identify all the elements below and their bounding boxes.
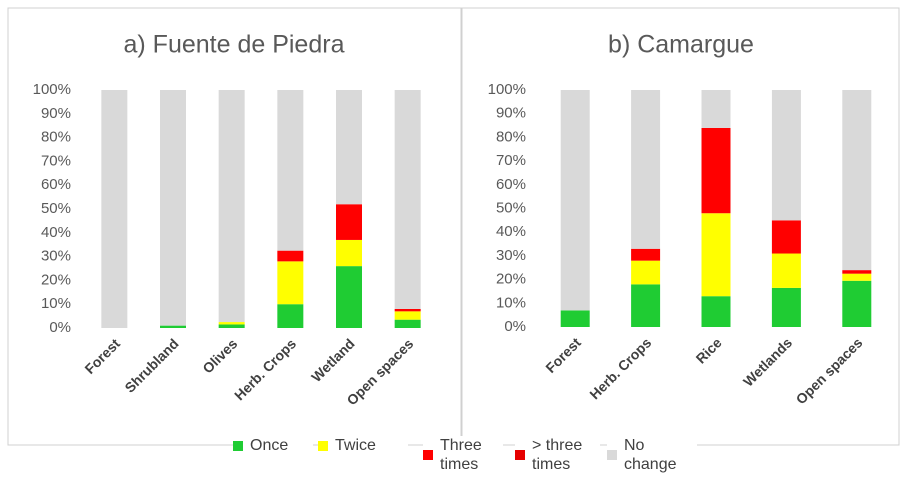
x-tick-label: Olives [199,335,240,376]
bar-segment [336,239,362,267]
y-tick-label: 40% [41,224,71,241]
bar-segment [631,248,661,261]
y-tick-label: 0% [504,318,526,335]
x-tick-label: Wetlands [740,334,795,389]
bar-segment [631,90,661,249]
y-tick-label: 70% [41,152,71,169]
legend-label: Three times [440,437,482,473]
legend-swatch [423,450,433,460]
y-tick-label: 10% [41,295,71,312]
chart-title: a) Fuente de Piedra [124,31,345,59]
bar-segment [842,270,872,274]
bar-segment [160,90,186,326]
legend-label: No change [624,437,677,473]
bar-segment [771,220,801,254]
y-tick-label: 40% [496,223,526,240]
x-tick-label: Rice [693,334,725,366]
bar-segment [218,90,245,323]
bar-segment [842,280,872,327]
bar-segment [277,304,304,328]
legend-swatch [515,450,525,460]
legend-swatch [607,450,617,460]
bar-segment [277,90,304,251]
legend-item: Twice [318,436,408,455]
bar-segment [560,90,590,311]
y-tick-label: 80% [41,129,71,146]
y-tick-label: 90% [41,105,71,122]
x-tick-label: Forest [542,334,584,376]
x-tick-label: Herb. Crops [231,335,299,403]
bar-segment [394,311,421,320]
x-tick-label: Herb. Crops [586,334,654,402]
bar-segment [771,90,801,221]
bar-segment [394,319,421,328]
legend-item: > three times [515,436,600,474]
bar-segment [336,204,362,240]
bar-segment [560,310,590,327]
legend-item: Three times [423,436,503,474]
legend-swatch [318,440,328,451]
bar-segment [218,322,245,325]
y-tick-label: 10% [496,294,526,311]
x-tick-label: Forest [81,335,123,377]
legend-swatch [233,440,243,451]
y-tick-label: 60% [41,176,71,193]
bar-segment [842,273,872,281]
x-tick-label: Wetland [308,335,358,385]
y-tick-label: 80% [496,128,526,145]
bar-segment [631,260,661,285]
bar-segment [336,90,362,205]
legend-item: Once [233,436,313,455]
y-tick-label: 50% [41,200,71,217]
y-tick-label: 30% [496,247,526,264]
y-tick-label: 50% [496,199,526,216]
x-tick-label: Open spaces [793,334,866,407]
bar-segment [701,213,731,297]
chart-title: b) Camargue [608,31,754,59]
bar-segment [701,90,731,128]
legend-label: Once [250,437,289,454]
bar-segment [771,253,801,288]
y-tick-label: 20% [496,271,526,288]
bar-segment [277,250,304,262]
y-tick-label: 100% [488,81,526,98]
y-tick-label: 60% [496,176,526,193]
y-tick-label: 100% [33,81,71,98]
bar-segment [101,90,128,328]
legend-item: No change [607,436,697,474]
y-tick-label: 70% [496,152,526,169]
y-tick-label: 90% [496,105,526,122]
bar-segment [277,261,304,305]
legend-label: > three times [532,437,583,473]
bar-segment [218,324,245,328]
legend-label: Twice [335,437,376,454]
y-tick-label: 20% [41,271,71,288]
bar-segment [842,90,872,271]
bar-segment [701,127,731,214]
bar-segment [336,266,362,328]
bar-segment [394,90,421,309]
x-tick-label: Shrubland [121,335,181,395]
bar-segment [394,308,421,312]
y-tick-label: 0% [49,319,71,336]
bar-segment [631,284,661,327]
bar-segment [701,296,731,327]
bar-segment [771,287,801,327]
y-tick-label: 30% [41,248,71,265]
bar-segment [160,325,186,328]
panel-border [461,7,900,446]
